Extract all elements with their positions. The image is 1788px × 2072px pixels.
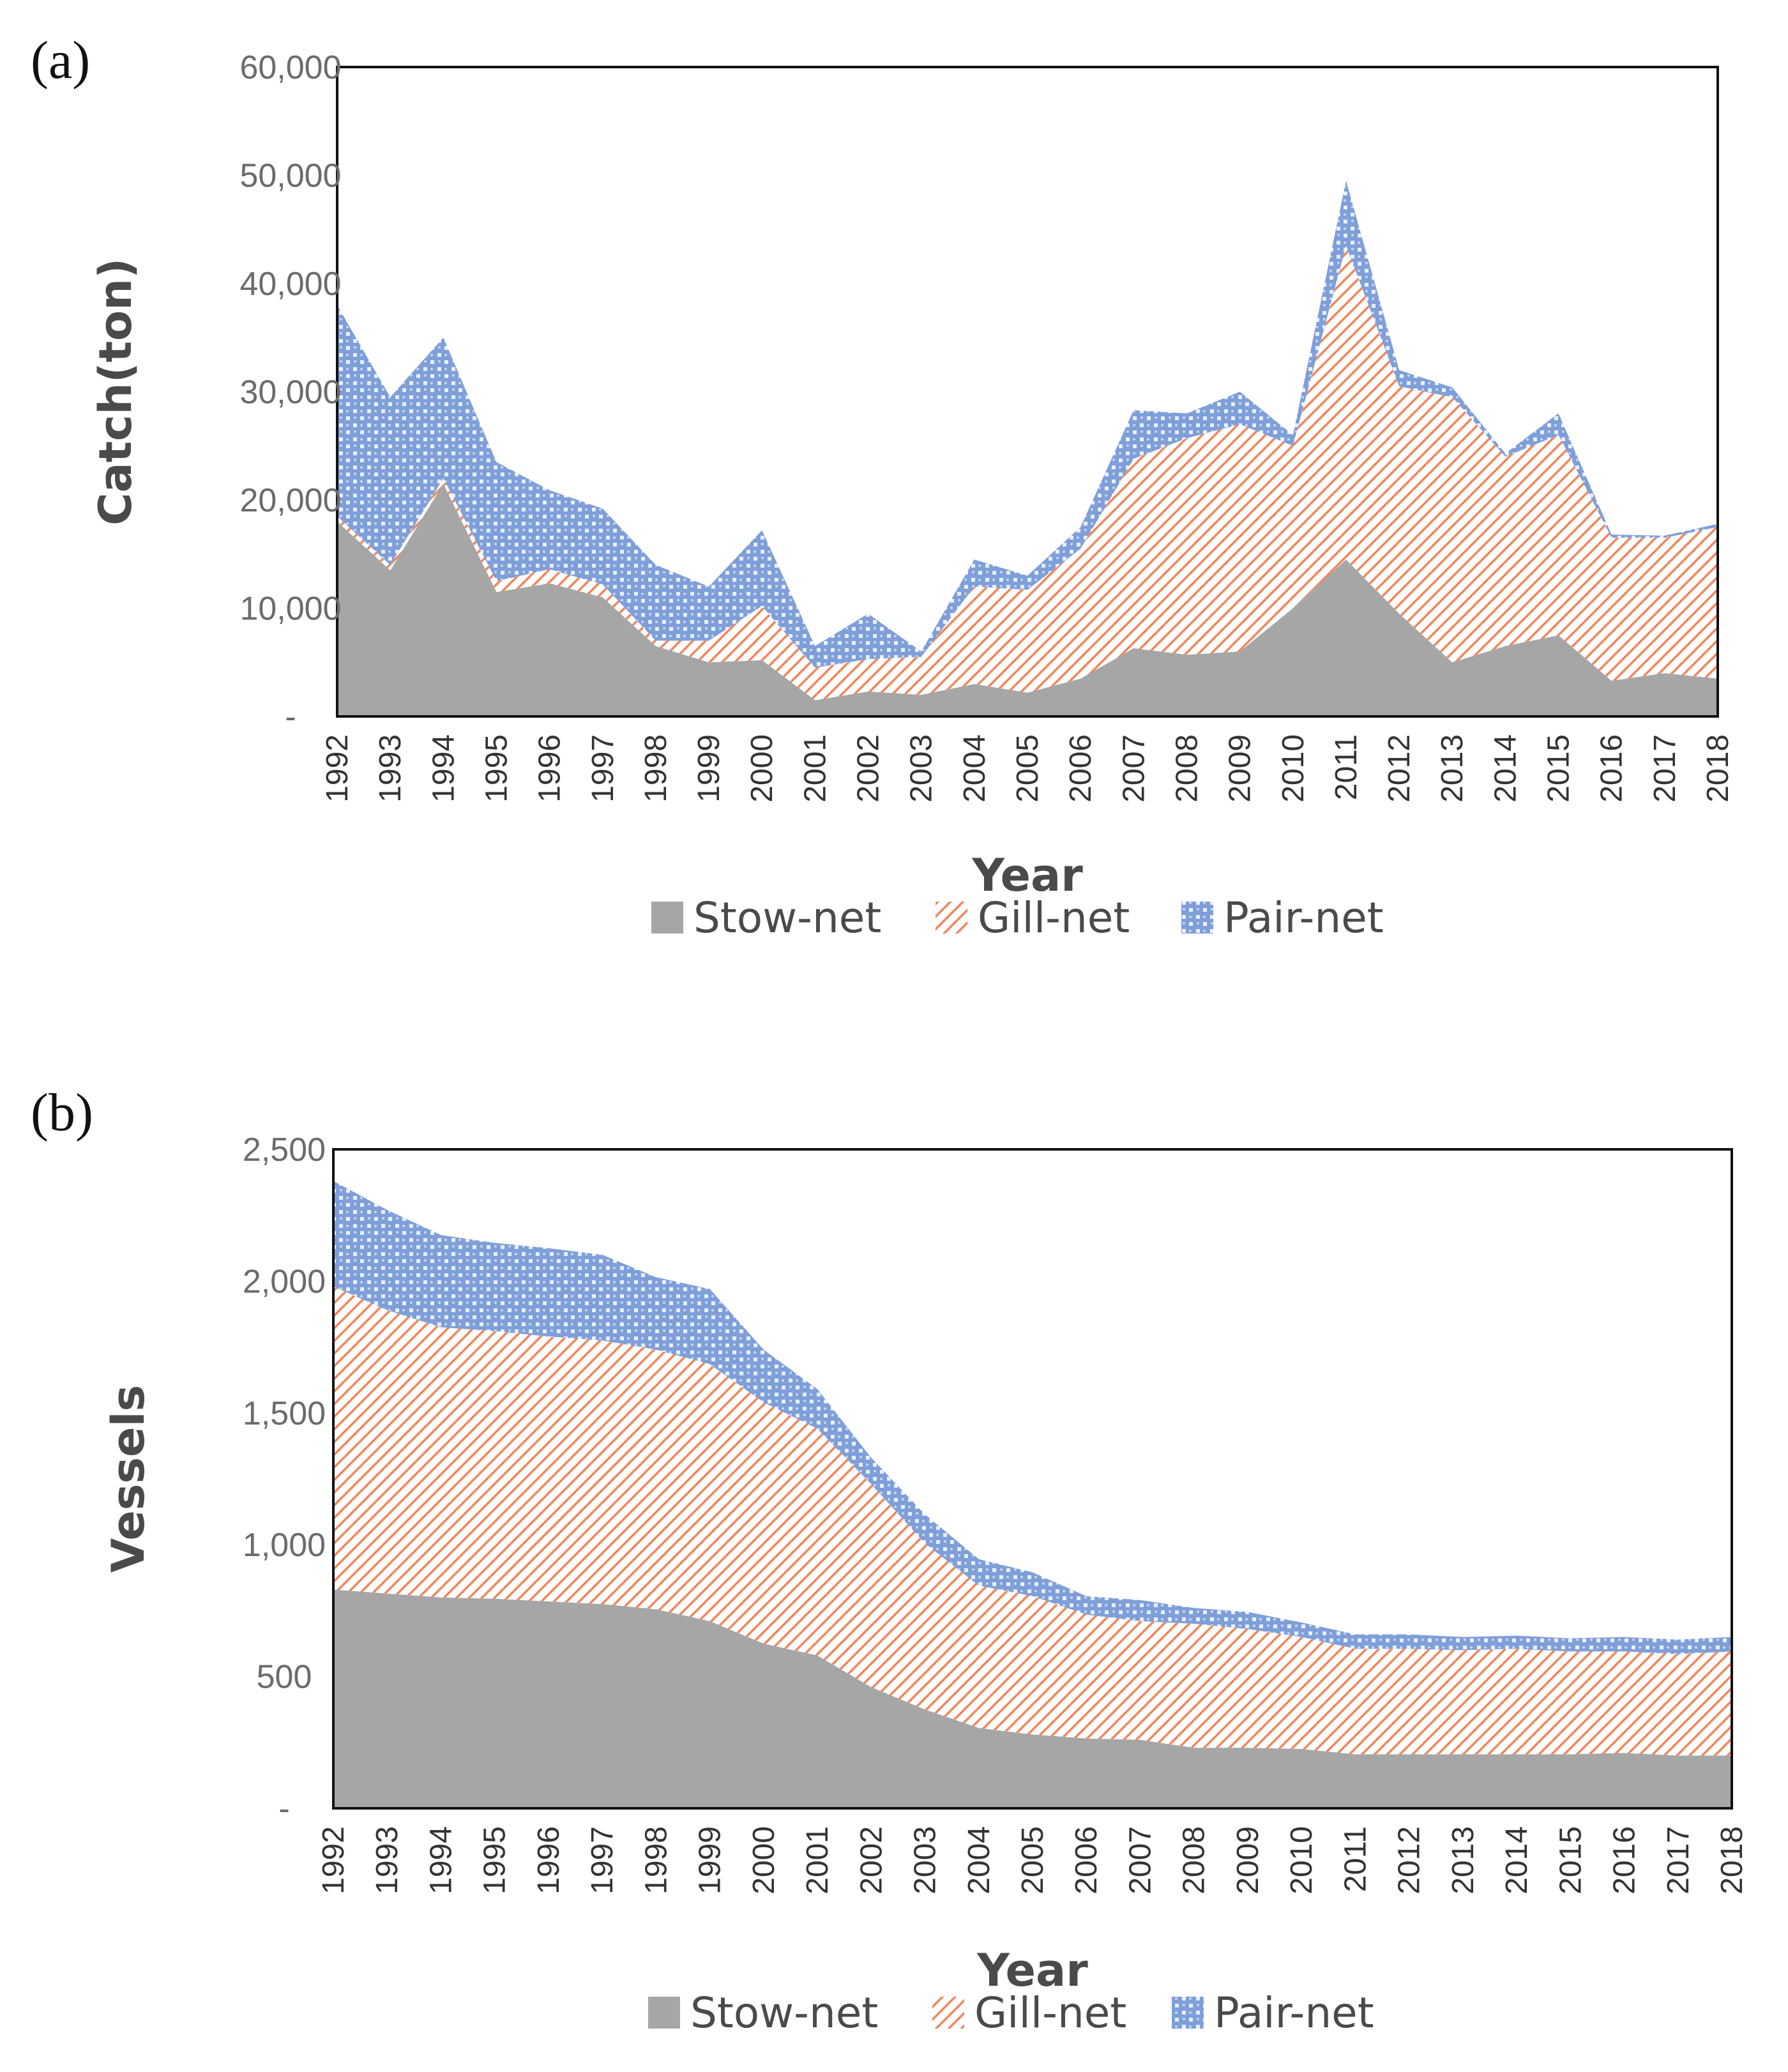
legend-label-pair-net: Pair-net bbox=[1224, 893, 1384, 942]
y-tick-label: 2,500 bbox=[243, 1131, 326, 1168]
x-tick-label: 2008 bbox=[1170, 734, 1204, 803]
panel-a-label: (a) bbox=[31, 31, 90, 90]
x-tick-label: 2012 bbox=[1393, 1826, 1427, 1894]
x-tick-label: 1995 bbox=[478, 1826, 512, 1894]
x-tick-label: 2014 bbox=[1489, 734, 1522, 803]
y-tick-label: 500 bbox=[257, 1659, 312, 1696]
x-tick-label: 2008 bbox=[1178, 1826, 1211, 1894]
y-tick-label: 1,000 bbox=[243, 1527, 326, 1564]
x-tick-label: 1998 bbox=[639, 1826, 673, 1894]
x-tick-label: 1999 bbox=[693, 1826, 727, 1894]
x-tick-label: 1999 bbox=[692, 734, 726, 803]
x-tick-label: 1993 bbox=[374, 734, 407, 803]
x-tick-label: 2001 bbox=[798, 734, 832, 803]
area-stow-net bbox=[333, 1589, 1732, 1808]
x-tick-label: 2007 bbox=[1117, 734, 1151, 803]
legend-label-stow-net: Stow-net bbox=[690, 1988, 878, 2038]
x-tick-label: 2011 bbox=[1338, 1826, 1372, 1892]
y-tick-label: 60,000 bbox=[239, 49, 341, 86]
x-tick-label: 1998 bbox=[639, 734, 673, 803]
x-tick-label: 2005 bbox=[1011, 734, 1045, 803]
y-axis-title: Catch(ton) bbox=[89, 258, 142, 526]
x-tick-label: 2004 bbox=[958, 734, 992, 803]
area-stow-net bbox=[337, 483, 1718, 716]
area-gill-net bbox=[333, 1286, 1732, 1756]
x-tick-label: 2012 bbox=[1383, 734, 1416, 803]
x-tick-label: 1994 bbox=[424, 1826, 458, 1894]
x-tick-label: 2006 bbox=[1064, 734, 1098, 803]
y-tick-label: 20,000 bbox=[239, 482, 341, 519]
x-tick-label: 2018 bbox=[1701, 734, 1735, 803]
x-tick-label: 2006 bbox=[1070, 1826, 1103, 1894]
x-tick-label: 1996 bbox=[533, 734, 567, 803]
x-tick-label: 2017 bbox=[1662, 1826, 1695, 1894]
x-tick-label: 2001 bbox=[801, 1826, 835, 1894]
x-tick-label: 2007 bbox=[1123, 1826, 1157, 1894]
legend-label-gill-net: Gill-net bbox=[974, 1988, 1126, 2038]
x-tick-label: 1995 bbox=[480, 734, 513, 803]
x-tick-label: 2010 bbox=[1285, 1826, 1319, 1894]
y-tick-label: 2,000 bbox=[243, 1263, 326, 1300]
area-pair-net bbox=[337, 181, 1718, 668]
x-tick-label: 2015 bbox=[1542, 734, 1576, 803]
x-tick-label: 2002 bbox=[854, 1826, 888, 1894]
x-tick-label: 2015 bbox=[1554, 1826, 1587, 1894]
x-tick-label: 2010 bbox=[1277, 734, 1310, 803]
x-tick-label: 1997 bbox=[586, 734, 620, 803]
x-tick-label: 1992 bbox=[317, 1826, 351, 1894]
x-tick-label: 2017 bbox=[1648, 734, 1682, 803]
legend-label-gill-net: Gill-net bbox=[978, 893, 1130, 942]
x-tick-label: 1993 bbox=[370, 1826, 404, 1894]
x-tick-label: 2009 bbox=[1231, 1826, 1265, 1894]
area-pair-net bbox=[333, 1181, 1732, 1654]
legend-swatch-gill-net bbox=[932, 1997, 964, 2029]
panel-b-label: (b) bbox=[31, 1083, 93, 1142]
x-tick-label: 2016 bbox=[1595, 734, 1629, 803]
x-tick-label: 2000 bbox=[747, 1826, 781, 1894]
x-axis-title: Year bbox=[976, 1944, 1088, 1997]
x-tick-label: 2009 bbox=[1224, 734, 1257, 803]
x-tick-label: 2011 bbox=[1330, 734, 1363, 800]
x-tick-label: 2014 bbox=[1500, 1826, 1534, 1894]
x-tick-label: 2016 bbox=[1608, 1826, 1642, 1894]
x-tick-label: 2002 bbox=[852, 734, 886, 803]
area-gill-net bbox=[337, 245, 1718, 700]
y-tick-label: 1,500 bbox=[243, 1395, 326, 1432]
x-tick-label: 2000 bbox=[745, 734, 779, 803]
x-tick-label: 2018 bbox=[1715, 1826, 1749, 1894]
legend-label-pair-net: Pair-net bbox=[1214, 1988, 1374, 2038]
y-tick-label: - bbox=[278, 1790, 289, 1827]
y-axis-title: Vessels bbox=[102, 1385, 155, 1573]
chart-b: - 500 1,000 1,500 2,000 2,500 1992 1993 1994 1995… bbox=[102, 1131, 1749, 2038]
x-tick-label: 2013 bbox=[1436, 734, 1469, 803]
legend-swatch-stow-net bbox=[648, 1997, 680, 2029]
x-tick-label: 2013 bbox=[1446, 1826, 1480, 1894]
x-axis-title: Year bbox=[971, 849, 1083, 902]
plot-frame bbox=[332, 1148, 1733, 1810]
legend-swatch-stow-net bbox=[651, 902, 683, 934]
y-tick-label: - bbox=[285, 699, 296, 736]
x-tick-label: 2004 bbox=[962, 1826, 996, 1894]
x-tick-label: 2003 bbox=[909, 1826, 943, 1894]
y-tick-label: 50,000 bbox=[239, 158, 341, 195]
x-tick-label: 1992 bbox=[321, 734, 354, 803]
legend-swatch-gill-net bbox=[936, 902, 967, 934]
chart-a: - 10,000 20,000 30,000 40,000 50,000 60,000 199… bbox=[89, 49, 1735, 942]
legend-swatch-pair-net bbox=[1172, 1997, 1204, 2029]
x-tick-label: 1997 bbox=[586, 1826, 619, 1894]
legend-label-stow-net: Stow-net bbox=[693, 893, 881, 942]
x-tick-label: 2005 bbox=[1016, 1826, 1050, 1894]
legend-swatch-pair-net bbox=[1181, 902, 1213, 934]
y-tick-label: 30,000 bbox=[239, 374, 341, 411]
y-tick-label: 40,000 bbox=[239, 266, 341, 303]
plot-frame bbox=[336, 66, 1719, 718]
x-tick-label: 2003 bbox=[905, 734, 939, 803]
x-tick-label: 1994 bbox=[427, 734, 460, 803]
y-tick-label: 10,000 bbox=[239, 591, 341, 628]
x-tick-label: 1996 bbox=[532, 1826, 566, 1894]
